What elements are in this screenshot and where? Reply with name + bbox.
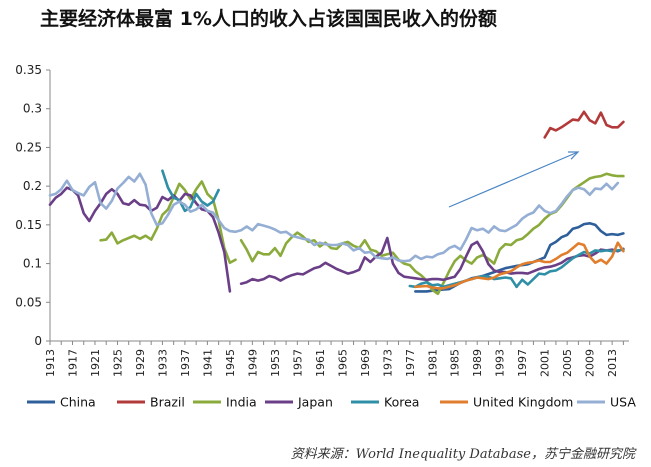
x-tick-label: 2005 xyxy=(561,349,574,377)
x-tick-label: 2013 xyxy=(606,349,619,377)
y-tick-label: 0 xyxy=(34,334,42,348)
legend-label-brazil: Brazil xyxy=(150,395,185,410)
x-tick-label: 1913 xyxy=(44,349,57,377)
x-tick-label: 1977 xyxy=(404,349,417,377)
series-line-korea xyxy=(515,248,625,289)
y-tick-label: 0.25 xyxy=(15,140,42,154)
x-tick-label: 1965 xyxy=(336,349,349,377)
source-note: 资料来源：World Inequality Database，苏宁金融研究院 xyxy=(290,447,635,462)
x-tick-label: 1941 xyxy=(201,349,214,377)
series-line-china xyxy=(414,222,625,293)
chart-title: 主要经济体最富 1%人口的收入占该国国民收入的份额 xyxy=(40,8,497,30)
y-tick-label: 0.3 xyxy=(23,102,42,116)
legend-label-korea: Korea xyxy=(384,395,419,410)
legend-label-usa: USA xyxy=(610,395,636,410)
y-tick-label: 0.1 xyxy=(23,257,42,271)
x-tick-label: 1981 xyxy=(426,349,439,377)
x-tick-label: 1921 xyxy=(89,349,102,377)
x-tick-label: 1997 xyxy=(516,349,529,377)
x-tick-label: 1917 xyxy=(66,349,79,377)
series-line-india xyxy=(239,172,625,296)
x-tick-label: 1969 xyxy=(359,349,372,377)
x-tick-label: 1949 xyxy=(246,349,259,377)
x-tick-label: 1953 xyxy=(269,349,282,377)
x-tick-label: 1993 xyxy=(494,349,507,377)
series-line-japan xyxy=(239,236,625,285)
x-tick-label: 2009 xyxy=(584,349,597,377)
series-line-united-kingdom xyxy=(414,241,625,290)
x-tick-label: 2001 xyxy=(539,349,552,377)
x-tick-label: 1945 xyxy=(224,349,237,377)
x-tick-label: 1973 xyxy=(381,349,394,377)
x-tick-label: 1929 xyxy=(134,349,147,377)
x-tick-label: 1937 xyxy=(179,349,192,377)
y-tick-label: 0.05 xyxy=(15,295,42,309)
series-lines xyxy=(48,110,625,296)
x-tick-label: 1985 xyxy=(449,349,462,377)
x-tick-label: 1933 xyxy=(156,349,169,377)
y-tick-label: 0.35 xyxy=(15,63,42,77)
trend-arrow xyxy=(448,151,579,208)
trend-arrow-head xyxy=(567,151,580,160)
legend-label-china: China xyxy=(60,395,96,410)
legend-label-japan: Japan xyxy=(297,395,333,410)
legend: China Brazil India Japan Korea United Kingdom… xyxy=(27,395,636,410)
x-tick-label: 1925 xyxy=(111,349,124,377)
y-tick-label: 0.2 xyxy=(23,179,42,193)
x-tick-label: 1961 xyxy=(314,349,327,377)
series-line-usa xyxy=(48,172,620,263)
x-tick-label: 1989 xyxy=(471,349,484,377)
legend-label-united-kingdom: United Kingdom xyxy=(473,395,573,410)
x-tick-label: 1957 xyxy=(291,349,304,377)
series-line-korea xyxy=(161,169,220,213)
series-line-brazil xyxy=(543,110,625,139)
annotations xyxy=(448,151,580,208)
axes: 0 0.05 0.1 0.15 0.2 0.25 0.3 0.35 1913 1917 1921 19… xyxy=(15,63,629,377)
y-tick-label: 0.15 xyxy=(15,218,42,232)
legend-label-india: India xyxy=(226,395,257,410)
